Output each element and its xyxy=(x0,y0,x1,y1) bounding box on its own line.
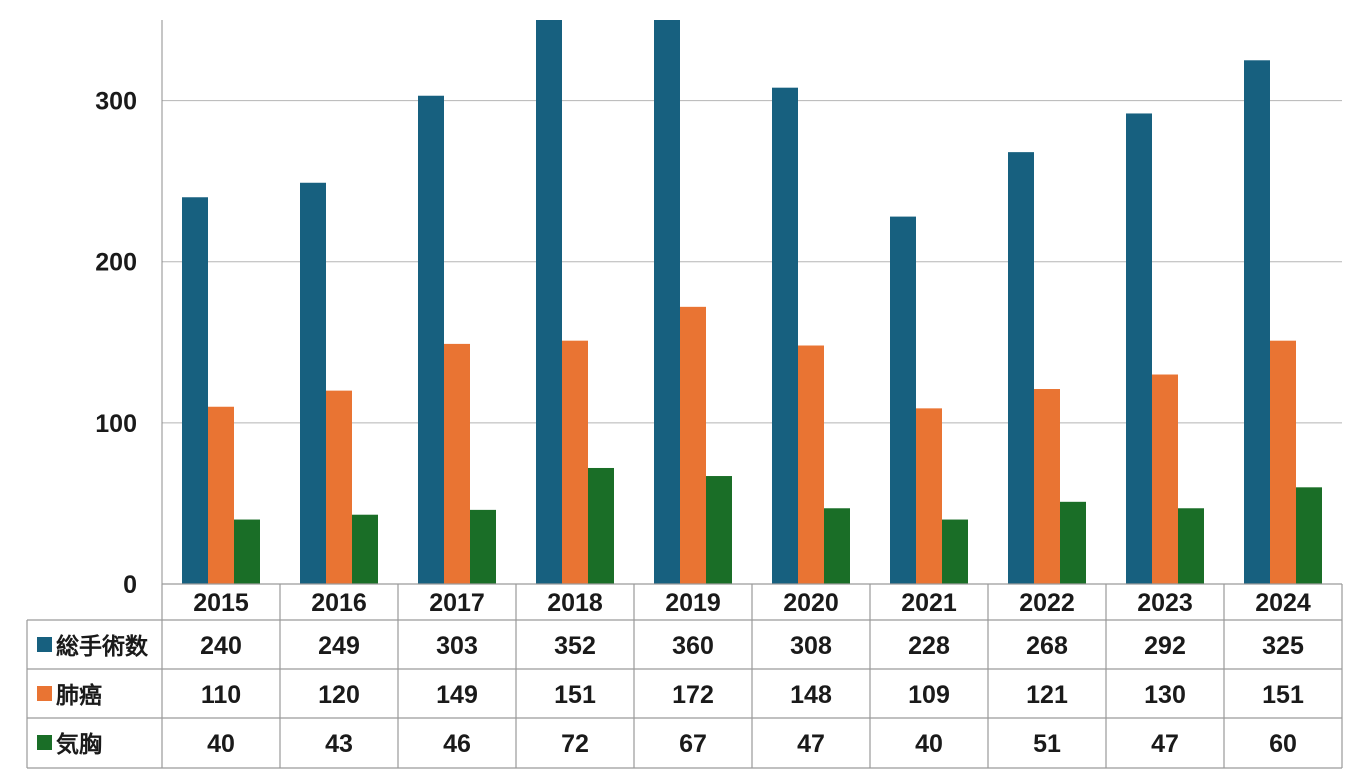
bar xyxy=(1178,508,1204,584)
data-label: 47 xyxy=(1151,730,1179,758)
series-label: 気胸 xyxy=(56,731,102,758)
x-tick-label: 2020 xyxy=(783,589,839,617)
data-label: 151 xyxy=(1262,681,1304,709)
bar xyxy=(588,467,614,584)
bar xyxy=(418,95,444,584)
y-axis-tick-labels: 0 100 200 300 xyxy=(95,88,137,599)
data-label: 249 xyxy=(318,632,360,660)
y-tick-label: 100 xyxy=(95,410,137,438)
data-label: 51 xyxy=(1033,730,1061,758)
x-tick-label: 2023 xyxy=(1137,589,1193,617)
bar xyxy=(654,20,680,584)
bar xyxy=(1126,113,1152,584)
data-label: 121 xyxy=(1026,681,1068,709)
data-label: 60 xyxy=(1269,730,1297,758)
data-label: 109 xyxy=(908,681,950,709)
bar xyxy=(536,20,562,584)
data-label: 47 xyxy=(797,730,825,758)
bar xyxy=(706,476,732,584)
data-label: 72 xyxy=(561,730,589,758)
bar xyxy=(798,345,824,584)
data-label: 292 xyxy=(1144,632,1186,660)
x-tick-label: 2018 xyxy=(547,589,603,617)
data-label: 67 xyxy=(679,730,707,758)
x-tick-label: 2015 xyxy=(193,589,249,617)
data-label: 149 xyxy=(436,681,478,709)
bar xyxy=(942,519,968,584)
data-label: 130 xyxy=(1144,681,1186,709)
bar xyxy=(444,343,470,584)
x-tick-label: 2021 xyxy=(901,589,957,617)
bar xyxy=(1244,60,1270,585)
data-label: 228 xyxy=(908,632,950,660)
data-label: 303 xyxy=(436,632,478,660)
y-tick-label: 200 xyxy=(95,249,137,277)
data-label: 151 xyxy=(554,681,596,709)
bar xyxy=(326,390,352,584)
data-label: 40 xyxy=(915,730,943,758)
bar xyxy=(890,216,916,584)
legend-key xyxy=(37,735,52,750)
data-label: 110 xyxy=(201,681,241,709)
bar xyxy=(772,87,798,585)
data-label: 40 xyxy=(207,730,235,758)
data-label: 268 xyxy=(1026,632,1068,660)
data-label: 240 xyxy=(200,632,242,660)
y-tick-label: 0 xyxy=(123,571,137,599)
bar xyxy=(234,519,260,584)
bar xyxy=(1060,501,1086,584)
data-label: 172 xyxy=(672,681,714,709)
x-tick-label: 2024 xyxy=(1255,589,1311,617)
legend-key xyxy=(37,686,52,701)
series-label: 総手術数 xyxy=(56,633,149,660)
bar xyxy=(1152,374,1178,584)
data-label: 148 xyxy=(790,681,832,709)
y-tick-label: 300 xyxy=(95,88,137,116)
x-tick-label: 2019 xyxy=(665,589,721,617)
bar xyxy=(1270,340,1296,584)
data-label: 352 xyxy=(554,632,596,660)
x-tick-label: 2016 xyxy=(311,589,367,617)
bar xyxy=(352,514,378,584)
data-label: 360 xyxy=(672,632,714,660)
x-tick-label: 2017 xyxy=(429,589,485,617)
data-table: 2015 2016 2017 2018 2019 2020 2021 2022 2023 2024… xyxy=(26,583,1343,769)
bar xyxy=(1008,152,1034,584)
data-label: 43 xyxy=(325,730,353,758)
bar xyxy=(470,509,496,584)
series-label: 肺癌 xyxy=(56,682,102,709)
bar xyxy=(916,408,942,584)
bar xyxy=(562,340,588,584)
legend-key xyxy=(37,637,52,652)
data-label: 325 xyxy=(1262,632,1304,660)
bar xyxy=(1296,487,1322,584)
x-tick-label: 2022 xyxy=(1019,589,1075,617)
bar xyxy=(824,508,850,584)
data-label: 46 xyxy=(443,730,471,758)
data-label: 120 xyxy=(318,681,360,709)
bar xyxy=(1034,389,1060,584)
bar xyxy=(208,406,234,584)
bar xyxy=(680,306,706,584)
bar xyxy=(300,182,326,585)
bar xyxy=(182,197,208,584)
data-label: 308 xyxy=(790,632,832,660)
bars xyxy=(182,20,1322,585)
